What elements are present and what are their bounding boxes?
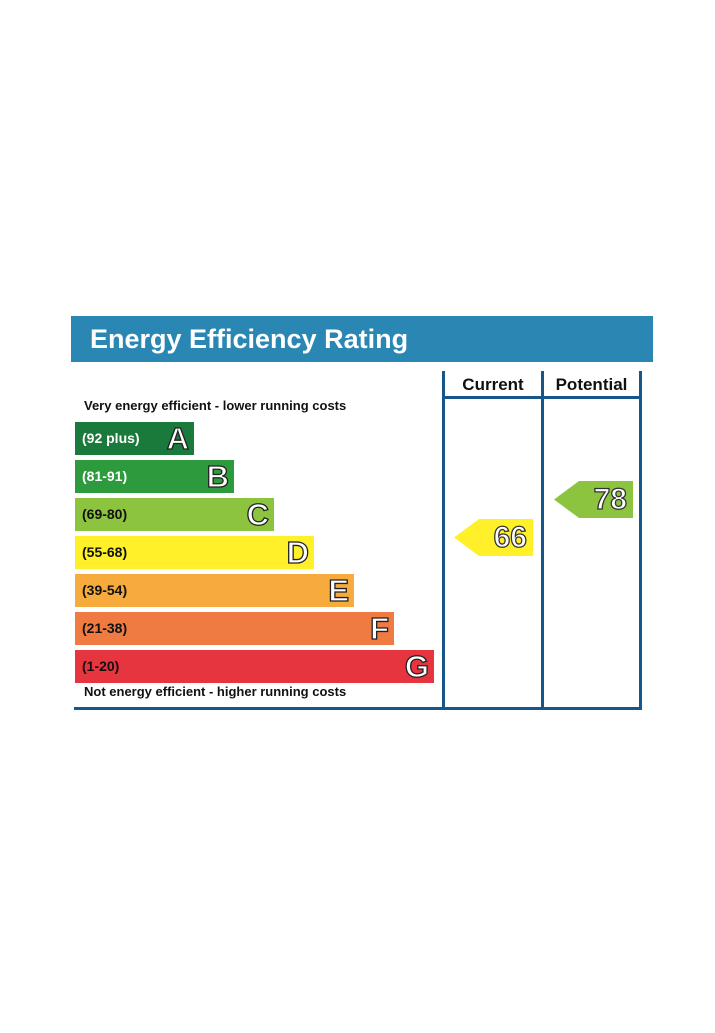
title-bar: Energy Efficiency Rating [71, 316, 653, 362]
potential-rating-arrow: 78 [554, 481, 633, 518]
band-range-label: (1-20) [82, 658, 120, 674]
band-range-label: (92 plus) [82, 430, 140, 446]
band-range-label: (21-38) [82, 620, 128, 636]
band-d: (55-68) D [75, 534, 314, 571]
band-g: (1-20) G [75, 648, 434, 685]
band-range-label: (55-68) [82, 544, 128, 560]
band-range-label: (39-54) [82, 582, 128, 598]
band-letter: C [246, 496, 270, 532]
current-column-right-border [541, 371, 544, 709]
chart-title: Energy Efficiency Rating [90, 324, 409, 354]
column-header-underline [442, 396, 642, 399]
band-c: (69-80) C [75, 496, 274, 533]
band-f: (21-38) F [75, 610, 394, 647]
band-e: (39-54) E [75, 572, 354, 609]
band-letter: G [404, 648, 429, 684]
band-letter: B [206, 458, 230, 494]
rating-frame: Current Potential Very energy efficient … [74, 371, 643, 711]
current-column-left-border [442, 371, 445, 709]
band-range-label: (69-80) [82, 506, 128, 522]
inefficient-caption: Not energy efficient - higher running co… [84, 684, 347, 699]
potential-rating-value: 78 [593, 482, 628, 516]
current-rating-arrow: 66 [454, 519, 533, 556]
efficient-caption: Very energy efficient - lower running co… [84, 398, 347, 413]
band-letter: F [369, 610, 389, 646]
potential-column-right-border [639, 371, 642, 709]
potential-column-header: Potential [555, 375, 628, 394]
band-b: (81-91) B [75, 458, 234, 495]
band-letter: E [328, 572, 350, 608]
band-letter: A [166, 420, 190, 456]
band-a: (92 plus) A [75, 420, 194, 457]
band-letter: D [286, 534, 310, 570]
current-column-header: Current [462, 375, 524, 394]
frame-bottom-border [74, 707, 642, 710]
current-rating-value: 66 [493, 520, 528, 554]
energy-efficiency-rating-chart: Energy Efficiency Rating Current Potenti… [71, 316, 653, 712]
band-range-label: (81-91) [82, 468, 128, 484]
